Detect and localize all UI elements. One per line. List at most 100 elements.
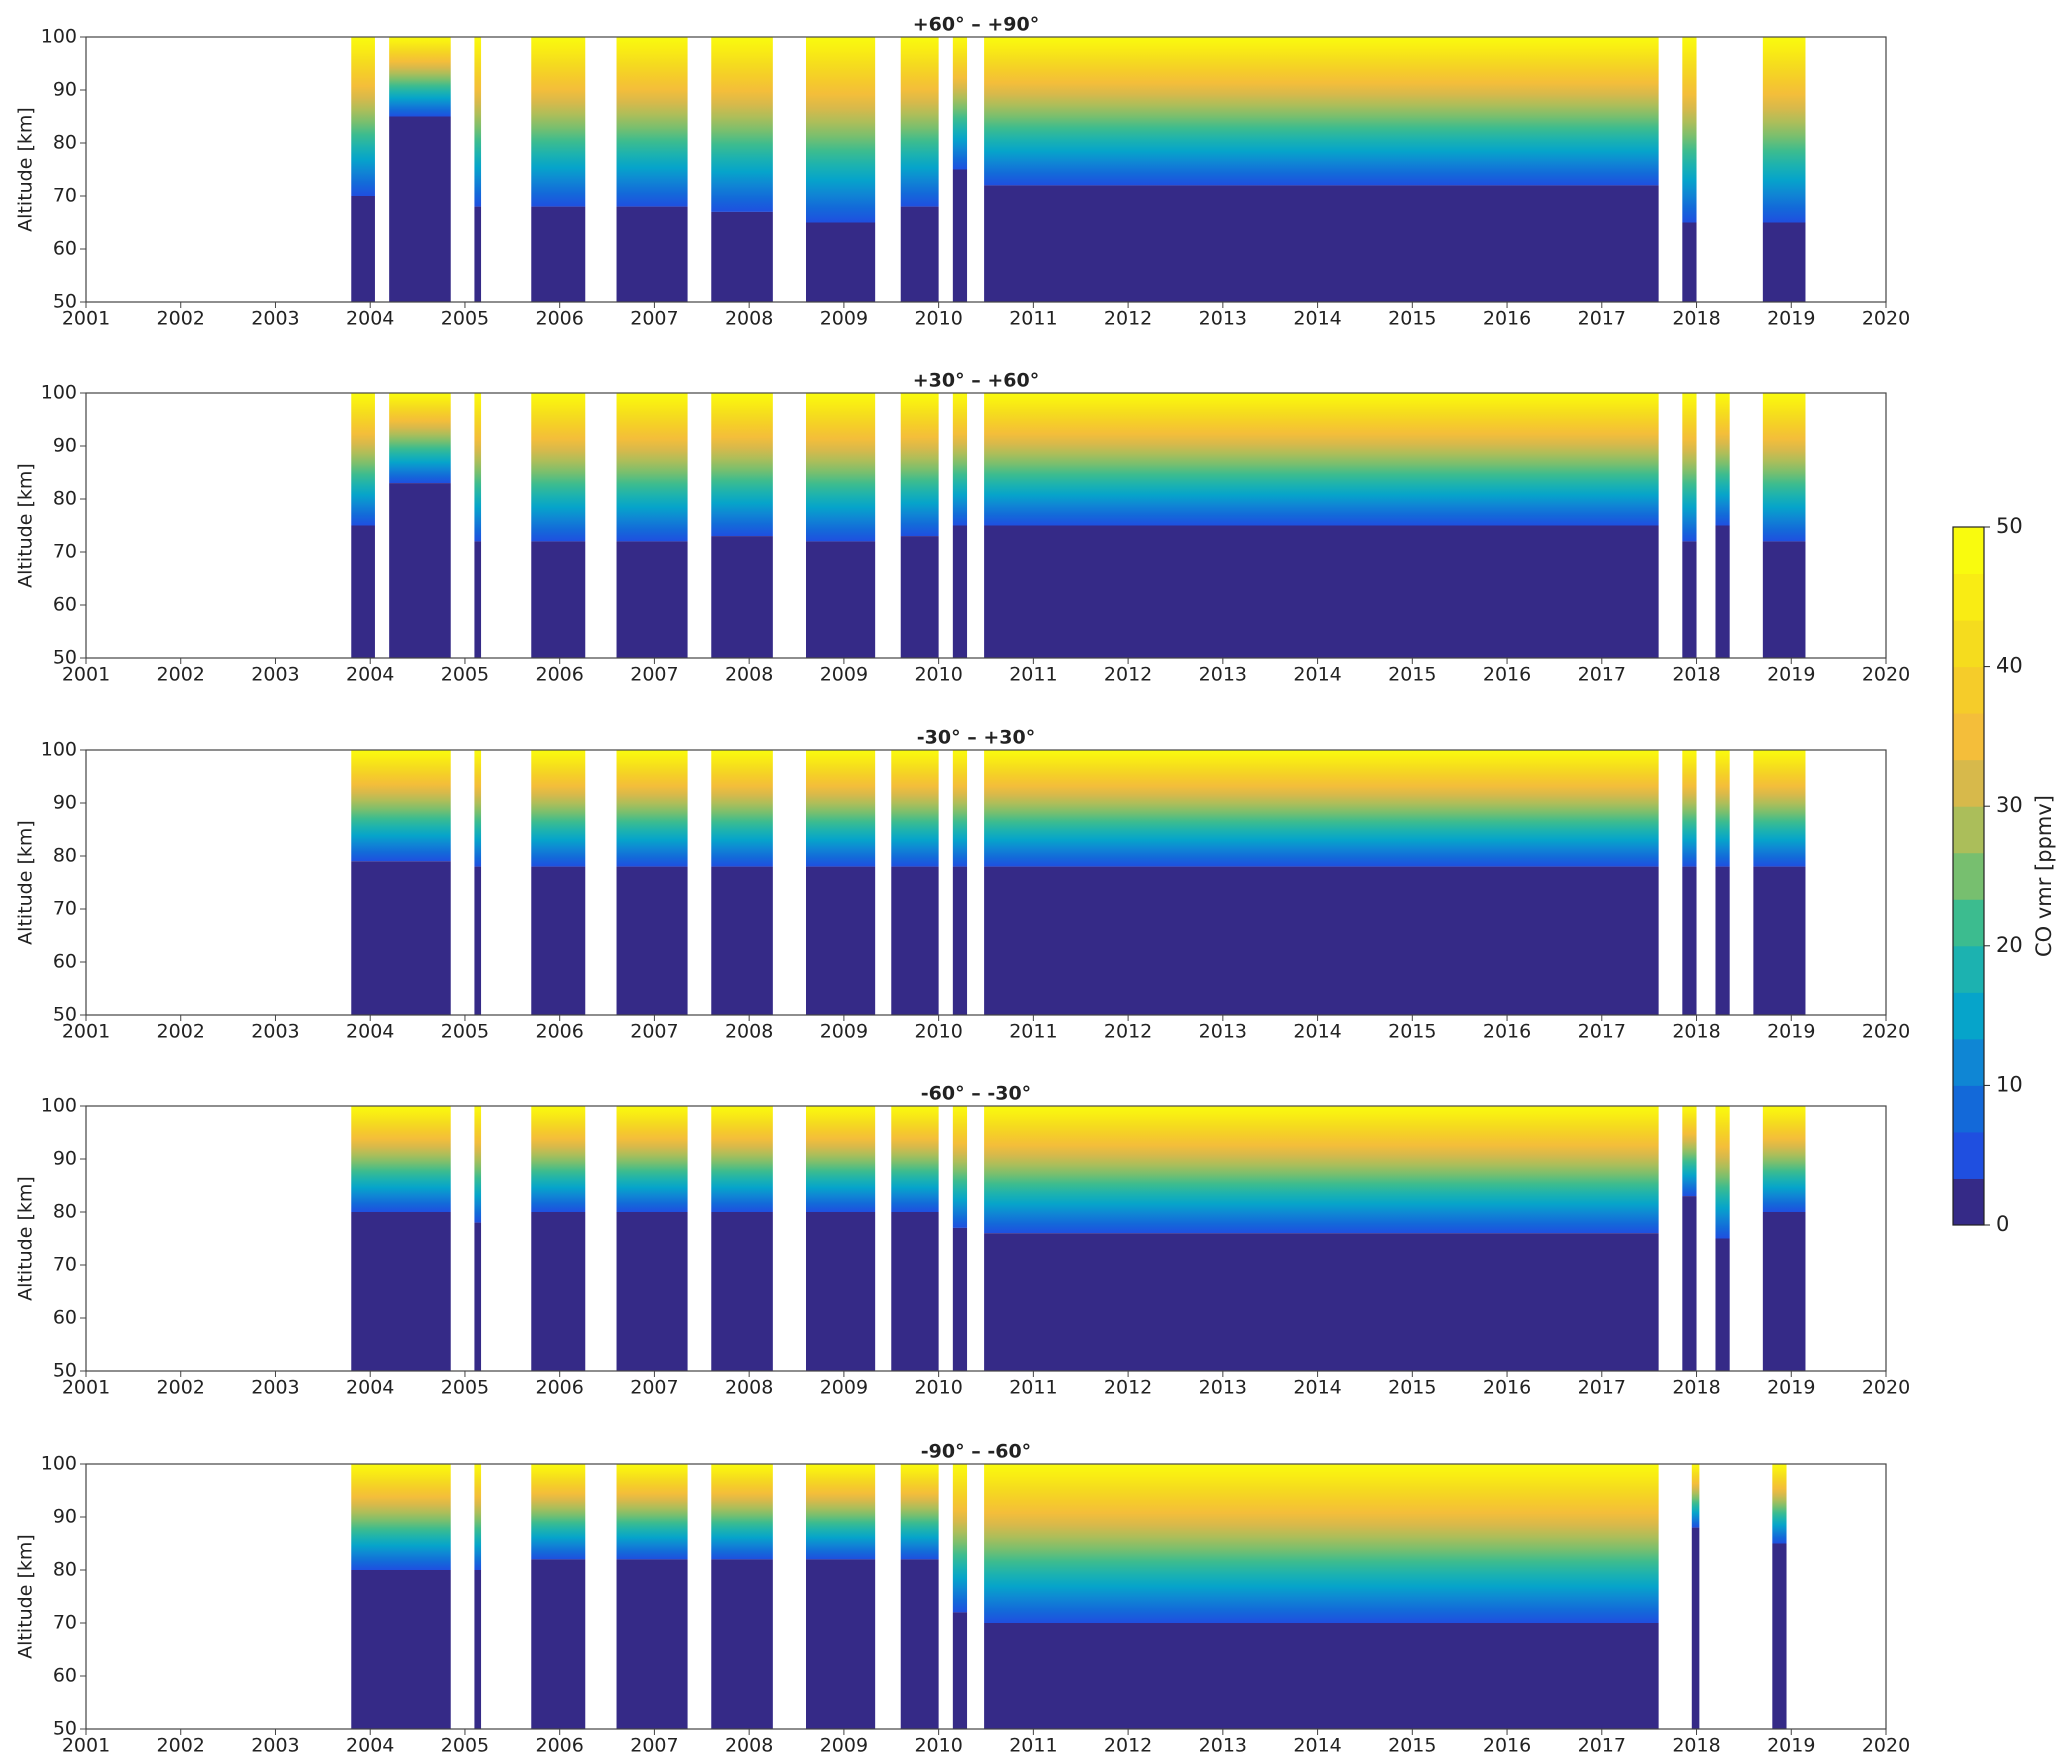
co-low-layer [531, 541, 586, 658]
x-tick-label: 2014 [1293, 664, 1341, 686]
co-high-layer [389, 393, 451, 484]
co-low-layer [806, 222, 876, 302]
colorbar-band [1953, 945, 1984, 993]
x-tick-label: 2008 [725, 1735, 773, 1757]
co-low-layer [474, 1570, 482, 1729]
co-high-layer [1762, 393, 1806, 542]
co-low-layer [1772, 1543, 1787, 1729]
plot-frame [85, 392, 1887, 659]
x-tick-label: 2004 [346, 1021, 394, 1043]
x-tick-label: 2016 [1483, 308, 1531, 330]
co-low-layer [616, 206, 688, 302]
x-tick-label: 2011 [1009, 664, 1057, 686]
x-tick-label: 2019 [1767, 664, 1815, 686]
x-tick-label: 2019 [1767, 1377, 1815, 1399]
co-low-layer [389, 483, 451, 658]
x-tick-label: 2016 [1483, 1021, 1531, 1043]
x-tick-label: 2002 [157, 308, 205, 330]
y-tick-label: 50 [53, 1360, 77, 1382]
co-low-layer [1715, 525, 1730, 658]
co-high-layer [1762, 37, 1806, 223]
y-tick-label: 60 [53, 1307, 77, 1329]
x-tick-label: 2013 [1199, 664, 1247, 686]
x-tick-label: 2008 [725, 308, 773, 330]
x-tick-label: 2003 [251, 308, 299, 330]
co-low-layer [711, 866, 773, 1015]
y-tick-label: 50 [53, 1004, 77, 1026]
x-tick-label: 2007 [630, 308, 678, 330]
colorbar-band [1953, 1085, 1984, 1133]
co-high-layer [474, 1464, 482, 1570]
co-high-layer [806, 1464, 876, 1560]
y-tick-label: 60 [53, 951, 77, 973]
co-high-layer [984, 1464, 1659, 1623]
co-high-layer [806, 750, 876, 867]
co-low-layer [711, 536, 773, 658]
y-tick-label: 70 [53, 1254, 77, 1276]
x-tick-label: 2001 [62, 1021, 110, 1043]
co-low-layer [474, 866, 482, 1015]
co-high-layer [1715, 1106, 1730, 1239]
x-tick-label: 2005 [441, 1377, 489, 1399]
co-low-layer [900, 206, 939, 302]
plot-frame [85, 36, 1887, 303]
x-tick-label: 2007 [630, 1377, 678, 1399]
x-tick-label: 2008 [725, 1377, 773, 1399]
co-high-layer [474, 37, 482, 207]
co-low-layer [351, 196, 375, 302]
co-high-layer [474, 750, 482, 867]
co-high-layer [1682, 393, 1697, 542]
co-low-layer [531, 1212, 586, 1371]
co-low-layer [389, 116, 451, 302]
co-low-layer [952, 1612, 968, 1729]
co-low-layer [1753, 866, 1806, 1015]
x-tick-label: 2002 [157, 664, 205, 686]
co-low-layer [1682, 541, 1697, 658]
co-high-layer [616, 1106, 688, 1212]
co-low-layer [531, 206, 586, 302]
co-low-layer [1762, 1212, 1806, 1371]
x-tick-label: 2014 [1293, 1735, 1341, 1757]
x-tick-label: 2005 [441, 1021, 489, 1043]
co-low-layer [900, 536, 939, 658]
co-low-layer [952, 866, 968, 1015]
co-high-layer [616, 393, 688, 542]
co-high-layer [531, 1464, 586, 1560]
x-tick-label: 2006 [536, 1021, 584, 1043]
co-high-layer [891, 750, 939, 867]
x-tick-label: 2003 [251, 1735, 299, 1757]
x-tick-label: 2017 [1578, 308, 1626, 330]
co-high-layer [531, 393, 586, 542]
x-tick-label: 2009 [820, 1377, 868, 1399]
y-tick-label: 80 [53, 132, 77, 154]
x-tick-label: 2020 [1862, 664, 1910, 686]
x-tick-label: 2010 [914, 664, 962, 686]
co-high-layer [711, 393, 773, 537]
co-low-layer [711, 1559, 773, 1729]
colorbar-tick-label: 10 [1996, 1072, 2023, 1096]
co-high-layer [531, 1106, 586, 1212]
x-tick-label: 2018 [1672, 664, 1720, 686]
plot-frame [85, 749, 1887, 1016]
x-tick-label: 2001 [62, 664, 110, 686]
y-tick-label: 60 [53, 1665, 77, 1687]
x-tick-label: 2017 [1578, 1377, 1626, 1399]
x-tick-label: 2012 [1104, 308, 1152, 330]
co-low-layer [531, 1559, 586, 1729]
colorbar-tick-label: 50 [1996, 514, 2023, 538]
co-high-layer [1715, 750, 1730, 867]
y-axis-label: Altitude [km] [15, 463, 37, 588]
colorbar-band [1953, 573, 1984, 621]
panel-title: +30° – +60° [913, 370, 1039, 392]
co-high-layer [1682, 1106, 1697, 1197]
co-high-layer [984, 1106, 1659, 1234]
y-axis-label: Altitude [km] [15, 820, 37, 945]
x-tick-label: 2015 [1388, 1021, 1436, 1043]
x-tick-label: 2005 [441, 308, 489, 330]
x-tick-label: 2015 [1388, 664, 1436, 686]
x-tick-label: 2015 [1388, 1735, 1436, 1757]
y-tick-label: 100 [41, 1453, 77, 1475]
colorbar-tick-label: 40 [1996, 654, 2023, 678]
colorbar-band [1953, 852, 1984, 900]
